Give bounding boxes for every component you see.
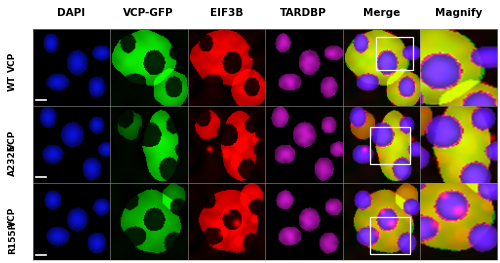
Text: VCP-GFP: VCP-GFP [124,8,174,18]
Text: DAPI: DAPI [57,8,86,18]
Text: A232E: A232E [8,144,17,176]
Text: R155H: R155H [8,221,17,254]
Bar [370,127,410,164]
Text: TARDBP: TARDBP [280,8,327,18]
Text: WT: WT [8,75,17,91]
Text: VCP: VCP [8,206,17,227]
Text: Magnify: Magnify [435,8,482,18]
Text: VCP: VCP [8,52,17,72]
Text: VCP: VCP [8,129,17,149]
Bar [370,217,410,254]
Text: Merge: Merge [362,8,400,18]
Bar [376,37,413,70]
Text: EIF3B: EIF3B [210,8,243,18]
